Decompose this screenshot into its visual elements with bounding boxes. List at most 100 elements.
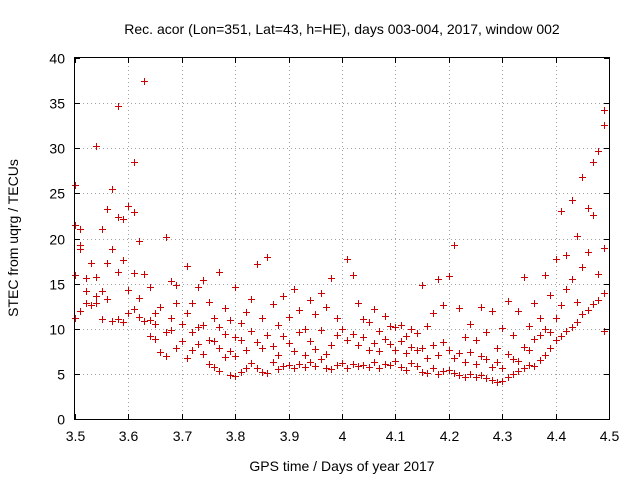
data-point — [125, 310, 132, 317]
data-point — [350, 361, 357, 368]
data-point — [232, 284, 239, 291]
data-point — [243, 347, 250, 354]
data-point — [601, 107, 608, 114]
data-point — [115, 269, 122, 276]
data-point — [579, 311, 586, 318]
data-point — [275, 352, 282, 359]
data-point — [93, 300, 100, 307]
data-point — [563, 252, 570, 259]
data-point — [179, 321, 186, 328]
data-point — [574, 299, 581, 306]
data-point — [238, 369, 245, 376]
data-point — [467, 321, 474, 328]
x-axis-label: GPS time / Days of year 2017 — [249, 458, 434, 474]
data-point — [147, 333, 154, 340]
x-tick-label: 3.5 — [66, 428, 86, 444]
data-point — [264, 254, 271, 261]
plot-frame — [74, 57, 610, 420]
data-point — [238, 337, 245, 344]
data-point — [537, 332, 544, 339]
data-point — [88, 260, 95, 267]
data-point — [382, 336, 389, 343]
data-point — [366, 319, 373, 326]
data-point — [563, 328, 570, 335]
data-point — [478, 372, 485, 379]
data-point — [115, 316, 122, 323]
data-point — [510, 356, 517, 363]
data-point — [307, 297, 314, 304]
data-point — [366, 364, 373, 371]
data-point — [553, 256, 560, 263]
data-point — [83, 300, 90, 307]
data-point — [222, 354, 229, 361]
data-point — [414, 347, 421, 354]
data-point — [189, 329, 196, 336]
x-tick-label: 4.5 — [600, 428, 620, 444]
data-point — [216, 368, 223, 375]
data-point — [216, 345, 223, 352]
x-tick-label: 4.3 — [493, 428, 513, 444]
data-point — [440, 339, 447, 346]
chart-title: Rec. acor (Lon=351, Lat=43, h=HE), days … — [124, 21, 560, 37]
data-point — [344, 256, 351, 263]
data-point — [280, 363, 287, 370]
data-point — [403, 350, 410, 357]
data-point — [419, 282, 426, 289]
data-point — [232, 373, 239, 380]
data-point — [526, 362, 533, 369]
data-point — [83, 288, 90, 295]
data-point — [296, 361, 303, 368]
data-point — [264, 370, 271, 377]
data-point — [515, 368, 522, 375]
data-point — [590, 212, 597, 219]
data-point — [184, 263, 191, 270]
data-point — [360, 362, 367, 369]
data-point — [494, 345, 501, 352]
data-point — [376, 348, 383, 355]
data-point — [376, 365, 383, 372]
data-point — [318, 290, 325, 297]
data-point — [131, 159, 138, 166]
data-point — [408, 360, 415, 367]
data-point — [184, 310, 191, 317]
data-point — [387, 323, 394, 330]
data-point — [510, 371, 517, 378]
data-point — [168, 327, 175, 334]
data-point — [200, 322, 207, 329]
data-point — [574, 319, 581, 326]
data-point — [254, 339, 261, 346]
data-point — [141, 78, 148, 85]
data-point — [403, 333, 410, 340]
x-tick-label: 3.7 — [173, 428, 193, 444]
x-tick-label: 4 — [339, 428, 347, 444]
data-point — [115, 103, 122, 110]
data-point — [430, 310, 437, 317]
data-point — [211, 364, 218, 371]
data-point — [152, 336, 159, 343]
data-point — [280, 333, 287, 340]
data-point — [414, 330, 421, 337]
data-point — [360, 334, 367, 341]
data-point — [467, 371, 474, 378]
data-point — [505, 374, 512, 381]
data-point — [521, 365, 528, 372]
data-point — [521, 344, 528, 351]
data-point — [435, 371, 442, 378]
data-point — [216, 324, 223, 331]
data-point — [254, 261, 261, 268]
data-point — [243, 365, 250, 372]
data-point — [104, 206, 111, 213]
data-point — [147, 284, 154, 291]
data-point — [451, 242, 458, 249]
data-point — [542, 352, 549, 359]
data-point — [553, 315, 560, 322]
y-tick-label: 15 — [49, 277, 65, 293]
data-point — [259, 369, 266, 376]
data-point — [168, 278, 175, 285]
data-point — [526, 323, 533, 330]
data-point — [456, 372, 463, 379]
data-point — [440, 368, 447, 375]
data-point — [505, 298, 512, 305]
data-point — [157, 349, 164, 356]
data-point — [163, 234, 170, 241]
